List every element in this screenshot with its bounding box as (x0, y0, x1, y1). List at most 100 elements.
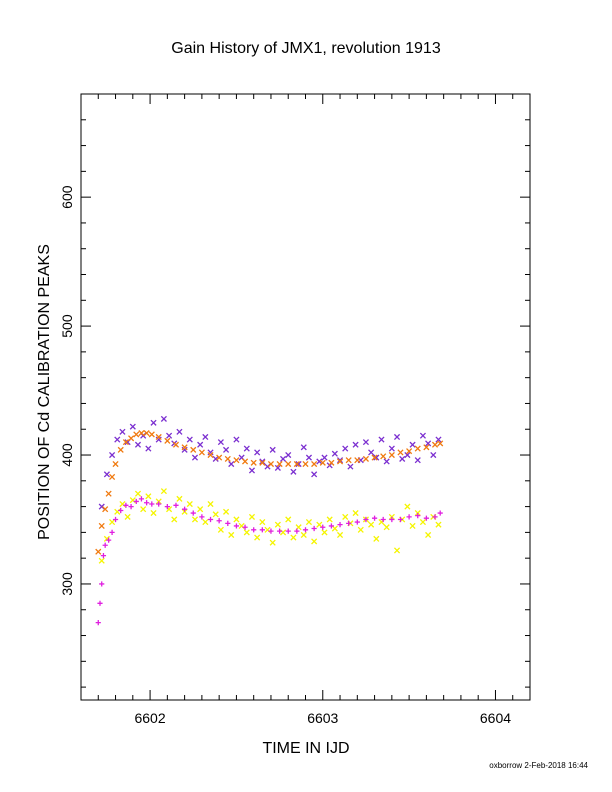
data-point (431, 441, 439, 448)
data-point (191, 516, 199, 523)
data-point (319, 459, 326, 466)
data-point (368, 521, 375, 528)
data-point (160, 415, 167, 422)
data-point (279, 455, 287, 462)
data-point (248, 467, 256, 474)
data-point (342, 513, 349, 520)
data-point (404, 503, 411, 510)
data-point (150, 419, 157, 426)
data-point (295, 460, 302, 468)
data-point (311, 525, 317, 532)
data-point (290, 468, 297, 475)
data-point (224, 455, 231, 462)
data-point (138, 430, 145, 437)
data-point (242, 524, 248, 530)
data-point (425, 531, 432, 539)
chart-title: Gain History of JMX1, revolution 1913 (171, 40, 441, 57)
data-point (336, 457, 344, 464)
data-point (269, 446, 276, 453)
data-point (133, 498, 139, 505)
data-point (311, 538, 318, 545)
data-point (166, 432, 173, 439)
data-point (368, 449, 375, 456)
data-point (399, 455, 406, 462)
data-point (97, 600, 103, 606)
data-point (311, 460, 318, 468)
data-point (406, 514, 412, 520)
data-point (274, 521, 281, 528)
data-point (181, 444, 188, 451)
data-point (173, 502, 179, 508)
data-point (321, 454, 328, 461)
data-point (388, 445, 395, 452)
data-point (190, 510, 196, 516)
data-point (112, 516, 119, 523)
data-point (207, 500, 214, 508)
data-point (109, 451, 116, 459)
data-point (186, 436, 193, 443)
data-point (171, 516, 178, 523)
data-point (415, 513, 421, 519)
data-point (128, 503, 134, 510)
data-point (425, 440, 432, 447)
data-point (134, 490, 142, 497)
data-point (149, 501, 155, 507)
data-point (182, 506, 188, 512)
data-point (199, 514, 205, 520)
data-point (406, 448, 413, 455)
data-point (133, 431, 140, 438)
data-point (393, 547, 401, 554)
axis-ticks (81, 93, 531, 700)
x-axis-label: TIME IN IJD (262, 740, 349, 757)
data-point (380, 516, 386, 523)
data-point (216, 454, 223, 461)
data-point (233, 516, 240, 523)
data-point (419, 432, 426, 439)
y-tick-label: 300 (59, 572, 75, 596)
y-axis-label: POSITION OF Cd CALIBRATION PEAKS (36, 244, 53, 540)
data-points (95, 415, 444, 626)
series-0 (98, 415, 442, 510)
data-point (371, 454, 378, 461)
data-point (268, 528, 274, 534)
data-point (276, 460, 283, 468)
data-point (250, 459, 257, 466)
data-point (243, 445, 250, 452)
data-point (380, 453, 387, 460)
data-point (326, 516, 333, 523)
data-point (176, 428, 183, 435)
data-point (300, 444, 307, 451)
data-point (259, 527, 265, 533)
data-point (311, 471, 318, 478)
x-tick-label: 6603 (307, 710, 338, 726)
data-point (404, 451, 411, 459)
series-2 (95, 496, 443, 626)
data-point (98, 522, 105, 529)
y-tick-label: 400 (59, 443, 75, 467)
data-point (346, 520, 352, 526)
data-point (228, 460, 235, 468)
data-point (233, 523, 240, 529)
data-point (285, 451, 292, 459)
data-point (305, 519, 313, 526)
data-point (285, 460, 292, 468)
data-point (397, 449, 404, 456)
data-point (320, 524, 326, 530)
data-point (123, 502, 129, 508)
data-point (109, 473, 116, 480)
data-point (98, 557, 105, 564)
data-point (212, 511, 219, 518)
data-point (328, 459, 335, 466)
data-point (378, 436, 385, 443)
data-point (373, 454, 380, 461)
data-point (233, 436, 240, 443)
data-point (148, 431, 155, 438)
data-point (202, 433, 209, 441)
plot-frame (80, 93, 531, 701)
data-point (373, 535, 380, 542)
data-point (259, 459, 266, 466)
data-point (362, 455, 370, 462)
data-point (300, 531, 307, 539)
data-point (95, 620, 101, 626)
data-point (316, 521, 323, 528)
